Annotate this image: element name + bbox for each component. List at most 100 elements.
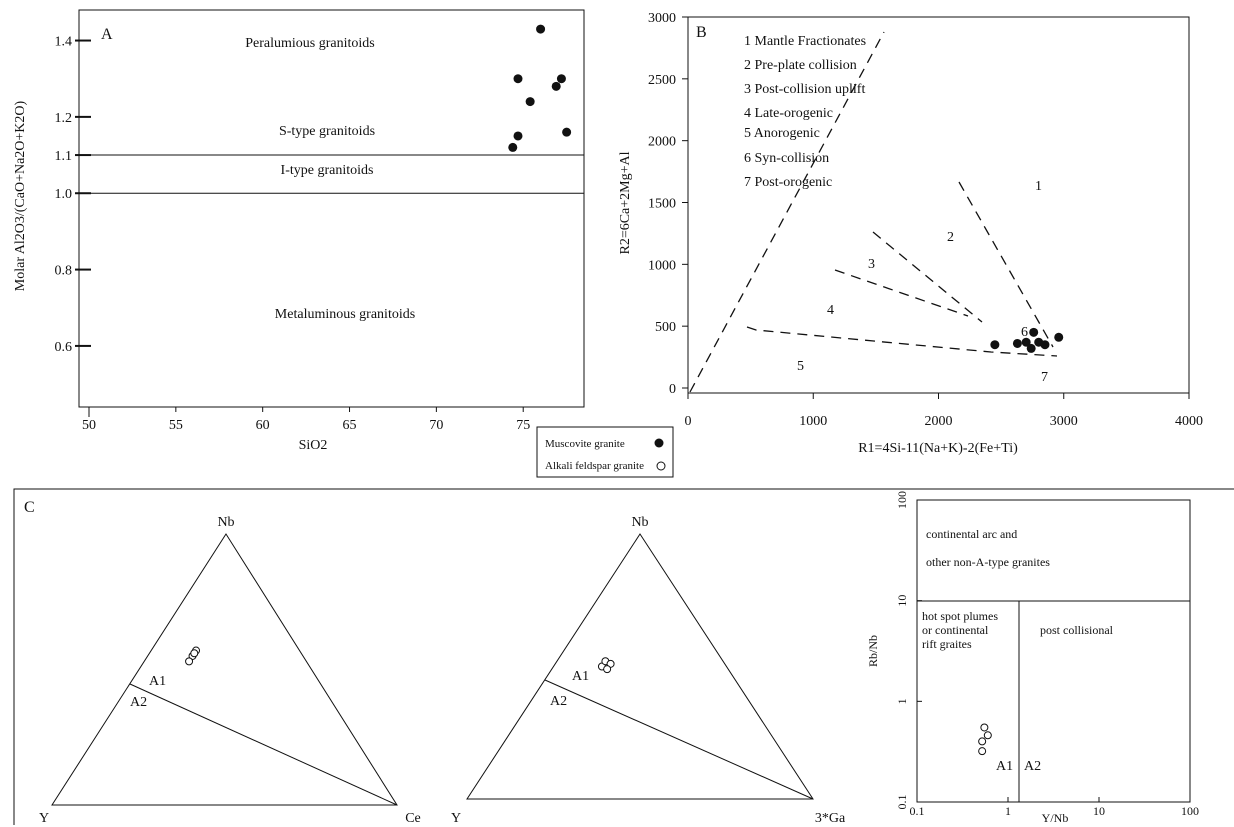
panel-b-points	[990, 327, 1064, 353]
data-point	[1026, 343, 1036, 353]
field-number-5: 5	[797, 359, 804, 374]
boundary-line-2-1	[746, 326, 1058, 357]
y-tick-label: 1.4	[55, 35, 73, 50]
legend-label-muscovite: Muscovite granite	[545, 438, 625, 450]
y-tick-label: 1	[895, 698, 909, 704]
y-tick-label: 10	[895, 595, 909, 607]
data-point	[185, 657, 194, 666]
field-key-1: 1 Mantle Fractionates	[744, 34, 866, 49]
data-point	[1029, 327, 1039, 337]
rbnb-field-hot-spot-3: rift graites	[922, 637, 972, 651]
legend-label-alkali: Alkali feldspar granite	[545, 460, 644, 472]
panel-c: C Nb Y Ce A1 A2 Nb Y 3*Ga A1 A2	[13, 488, 1234, 826]
panel-a-points	[508, 24, 572, 152]
data-point	[190, 649, 199, 658]
y-tick-label: 1.2	[55, 111, 73, 126]
legend: Muscovite granite Alkali feldspar granit…	[536, 426, 674, 478]
field-label-metaluminous: Metaluminous granitoids	[275, 307, 415, 322]
data-point	[513, 131, 523, 141]
ternary-2-label-a2: A2	[550, 694, 567, 709]
field-number-2: 2	[947, 230, 954, 245]
ternary-1-points	[185, 646, 201, 666]
boundary-line-2-4	[834, 269, 969, 317]
panel-a-frame	[78, 9, 585, 408]
field-key-3: 3 Post-collision uplift	[744, 82, 865, 97]
y-tick-label: 0.8	[55, 264, 73, 279]
ternary-2-label-a1: A1	[572, 669, 589, 684]
ternary-1-vertex-nb: Nb	[217, 515, 234, 530]
panel-a-x-ticks: 50 55 60 65 70 75	[82, 407, 530, 433]
y-tick-label: 1.0	[55, 187, 73, 202]
y-tick-label: 3000	[648, 11, 676, 26]
rbnb-field-continental-arc-2: other non-A-type granites	[926, 555, 1050, 569]
x-tick-label: 65	[343, 418, 357, 433]
data-point	[508, 142, 518, 152]
ternary-2-a1-a2-divider	[544, 679, 814, 800]
data-point	[983, 731, 992, 740]
panel-b-field-key: 1 Mantle Fractionates 2 Pre-plate collis…	[744, 34, 866, 190]
x-tick-label: 55	[169, 418, 183, 433]
panel-a-letter: A	[101, 26, 113, 43]
field-key-4: 4 Late-orogenic	[744, 106, 833, 121]
rbnb-field-hot-spot-1: hot spot plumes	[922, 609, 998, 623]
panel-b-letter: B	[696, 24, 707, 41]
rbnb-y-label: Rb/Nb	[866, 635, 880, 667]
panel-b: B 1 Mantle Fractionates 2 Pre-plate coll…	[618, 11, 1203, 456]
ternary-1-vertex-ce: Ce	[405, 811, 421, 826]
x-tick-label: 1000	[799, 414, 827, 429]
panel-b-x-label: R1=4Si-11(Na+K)-2(Fe+Ti)	[858, 441, 1018, 456]
field-label-s-type: S-type granitoids	[279, 124, 375, 139]
y-tick-label: 2500	[648, 73, 676, 88]
y-tick-label: 0.6	[55, 340, 73, 355]
ternary-1-vertex-y: Y	[39, 811, 49, 826]
rbnb-label-a2: A2	[1024, 759, 1041, 774]
field-key-2: 2 Pre-plate collision	[744, 58, 857, 73]
x-tick-label: 4000	[1175, 414, 1203, 429]
y-tick-label: 2000	[648, 135, 676, 150]
ternary-1-label-a2: A2	[130, 695, 147, 710]
data-point	[1012, 338, 1022, 348]
data-point	[562, 127, 572, 137]
rbnb-x-label: Y/Nb	[1042, 811, 1069, 825]
x-tick-label: 3000	[1050, 414, 1078, 429]
y-tick-label: 1.1	[55, 149, 73, 164]
field-label-peraluminous: Peralumious granitoids	[245, 36, 375, 51]
x-tick-label: 0	[685, 414, 692, 429]
panel-b-y-ticks: 0 500 1000 1500 2000 2500 3000	[648, 11, 688, 397]
x-tick-label: 100	[1181, 804, 1199, 818]
data-point	[1021, 337, 1031, 347]
field-key-5: 5 Anorogenic	[744, 126, 820, 141]
ternary-nb-y-3ga: Nb Y 3*Ga A1 A2	[451, 515, 846, 826]
panel-b-x-ticks: 0 1000 2000 3000 4000	[685, 393, 1203, 429]
panel-c-letter: C	[24, 499, 35, 516]
y-tick-label: 1000	[648, 258, 676, 273]
legend-frame	[536, 426, 674, 478]
x-tick-label: 70	[429, 418, 443, 433]
ternary-2-points	[597, 657, 615, 674]
panel-b-field-numbers: 1 2 3 4 5 6 7	[797, 179, 1048, 385]
y-tick-label: 500	[655, 320, 676, 335]
legend-marker-open-circle	[656, 461, 666, 471]
panel-b-field-boundaries	[689, 31, 1058, 393]
panel-a: A Peralumious granitoids S-type granitoi…	[13, 9, 585, 453]
x-tick-label: 2000	[925, 414, 953, 429]
y-tick-label: 0.1	[895, 795, 909, 810]
data-point	[978, 747, 987, 756]
boundary-line-2-2	[958, 181, 1054, 348]
field-key-7: 7 Post-orogenic	[744, 175, 832, 190]
rbnb-ynb-plot: continental arc and other non-A-type gra…	[866, 491, 1199, 825]
ternary-nb-y-ce: Nb Y Ce A1 A2	[39, 515, 421, 826]
field-key-6: 6 Syn-collision	[744, 151, 829, 166]
y-tick-label: 0	[669, 382, 676, 397]
data-point	[525, 97, 535, 107]
x-tick-label: 60	[256, 418, 270, 433]
rbnb-field-continental-arc-1: continental arc and	[926, 527, 1017, 541]
data-point	[603, 665, 612, 674]
rbnb-label-a1: A1	[996, 759, 1013, 774]
ternary-1-label-a1: A1	[149, 674, 166, 689]
boundary-line-2-3	[872, 231, 983, 323]
rbnb-points	[978, 723, 992, 756]
x-tick-label: 50	[82, 418, 96, 433]
x-tick-label: 10	[1093, 804, 1105, 818]
ternary-2-triangle	[466, 533, 814, 800]
